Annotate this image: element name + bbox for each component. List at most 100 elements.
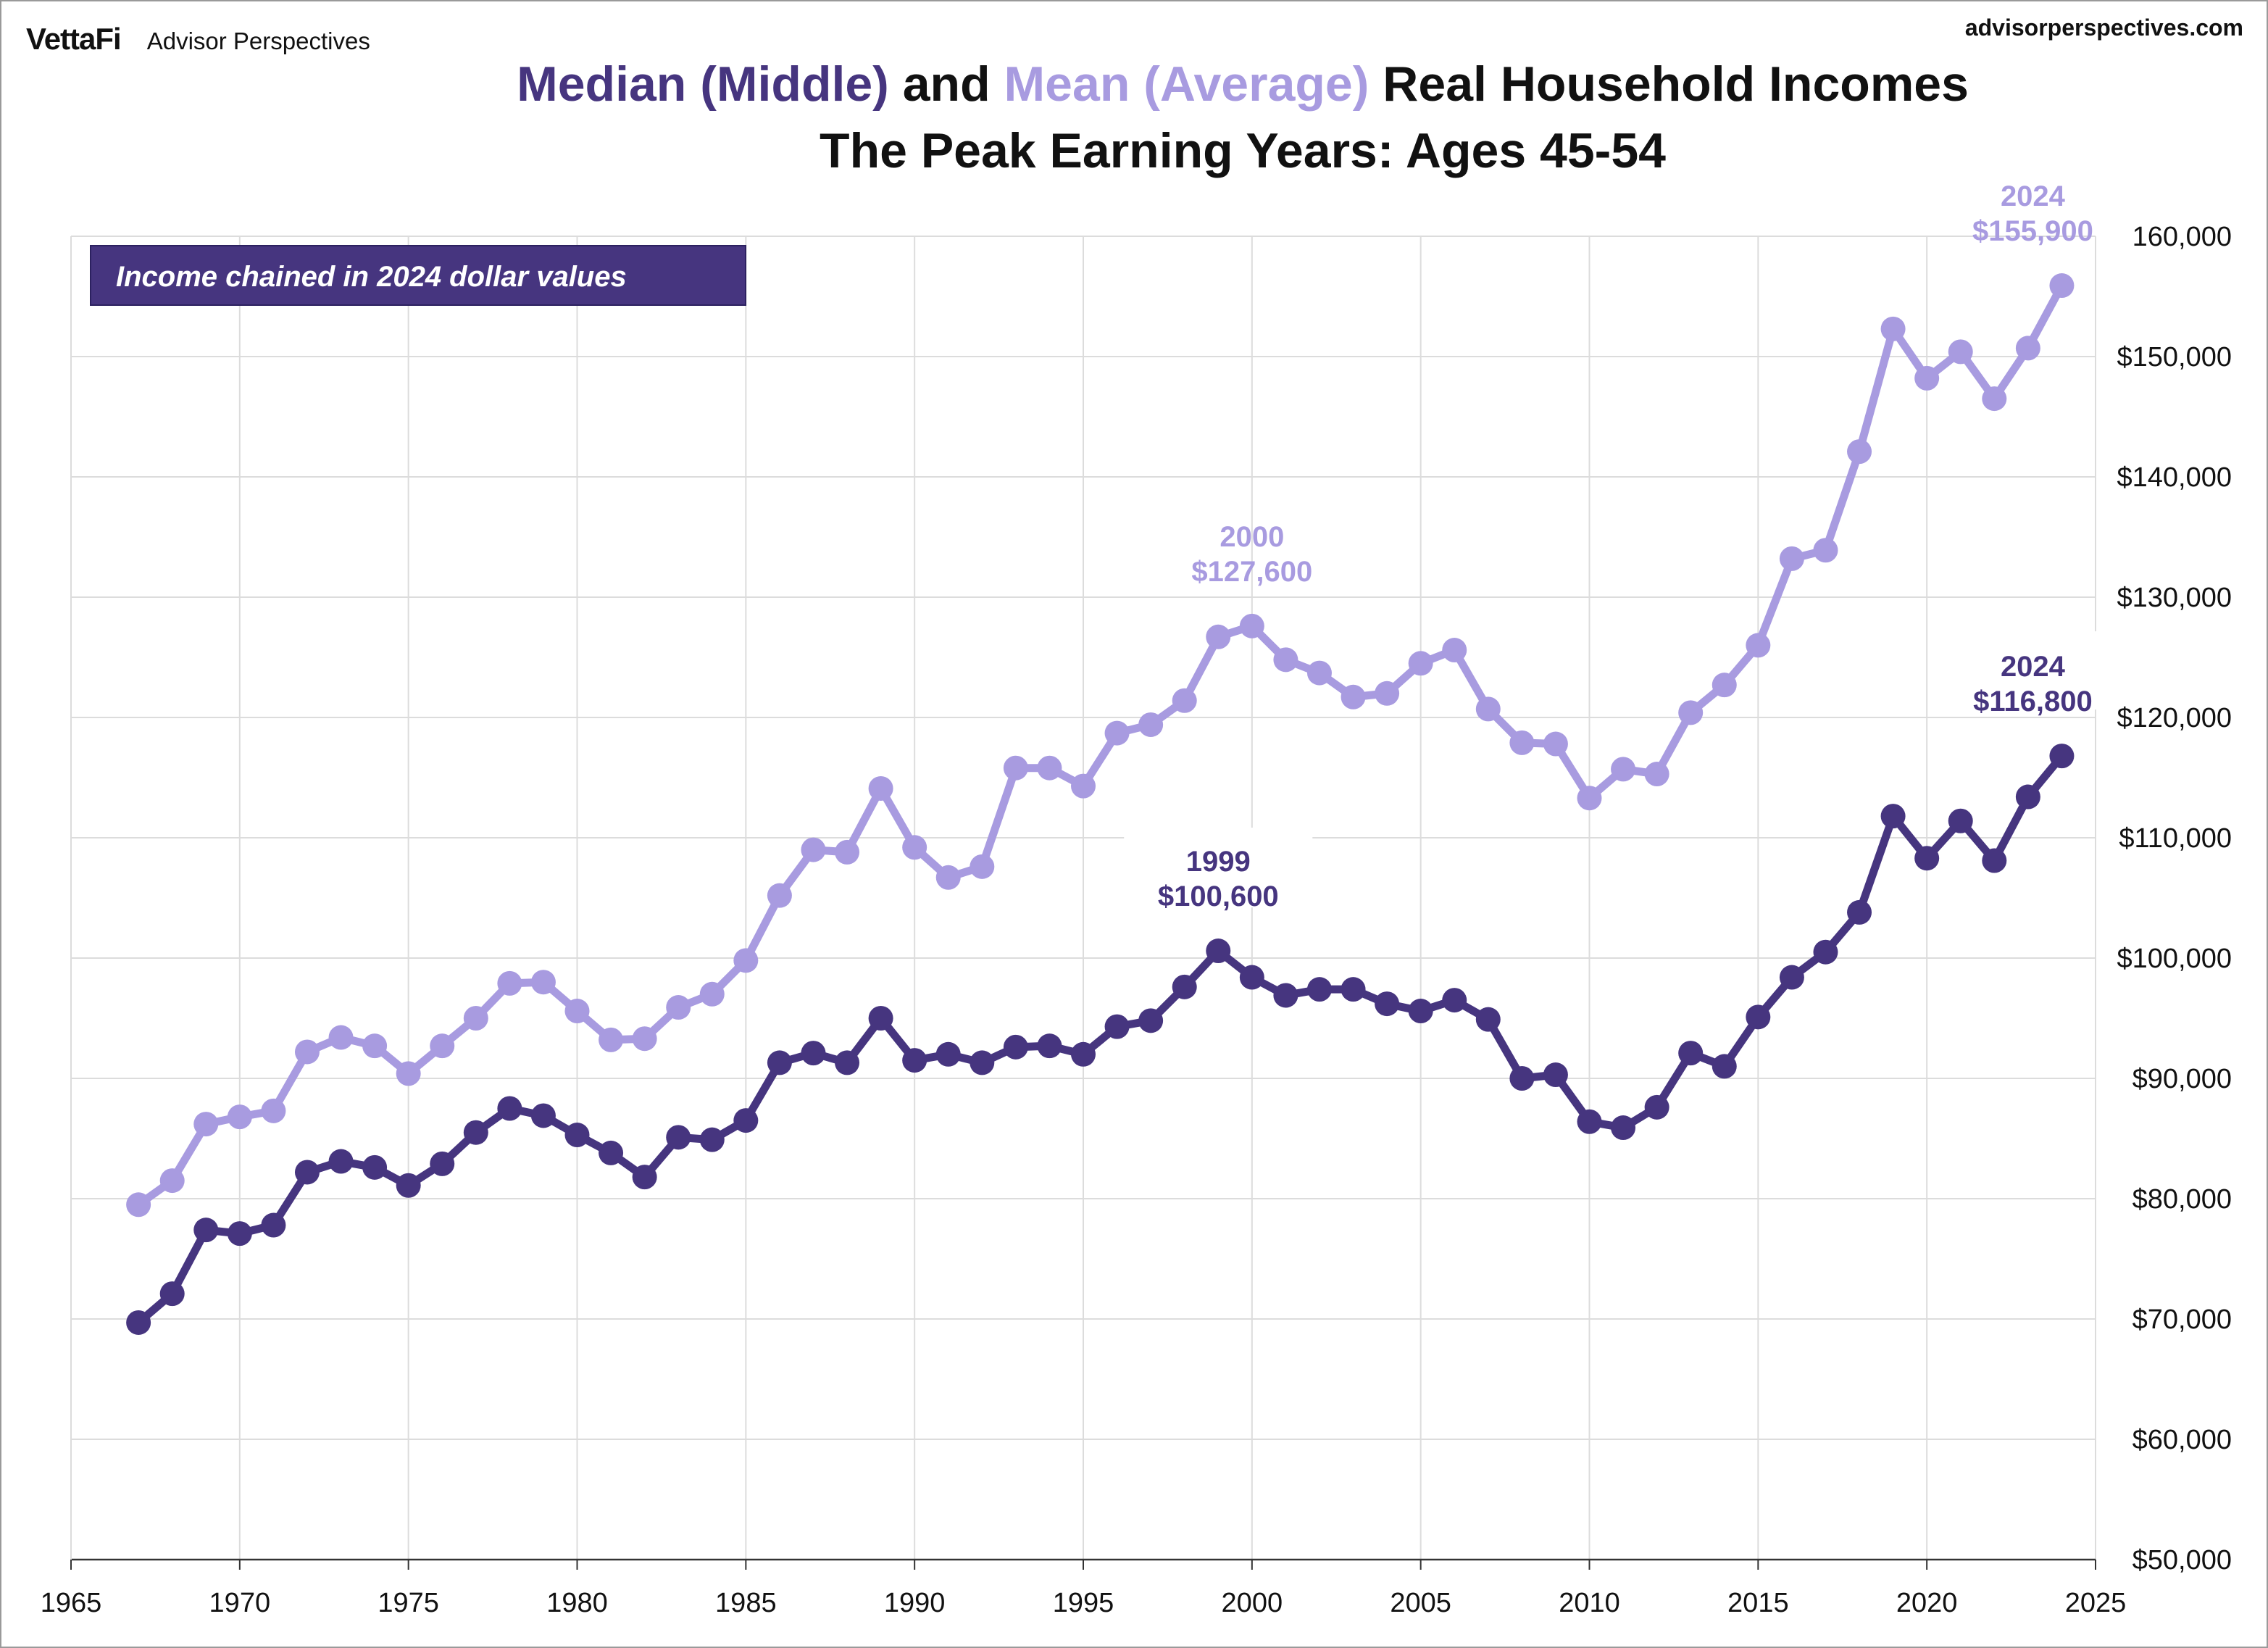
median-data-point	[294, 1160, 320, 1185]
x-tick-label: 1965	[41, 1588, 102, 1618]
series-median	[126, 744, 2075, 1335]
median-data-point	[126, 1310, 151, 1335]
series-mean	[126, 273, 2075, 1218]
mean-data-point	[1138, 712, 1164, 737]
mean-data-point	[1003, 755, 1028, 781]
mean-data-point	[1341, 684, 1366, 709]
title-median-label: Median (Middle)	[517, 57, 889, 112]
mean-data-point	[159, 1168, 185, 1194]
median-annotation-year: 2024	[2001, 651, 2066, 683]
median-data-point	[1172, 974, 1197, 999]
median-data-point	[564, 1123, 590, 1148]
median-data-point	[1509, 1066, 1535, 1091]
mean-data-point	[1104, 720, 1130, 746]
mean-data-point	[835, 839, 860, 865]
mean-data-point	[193, 1112, 219, 1137]
median-data-point	[1948, 808, 1973, 833]
mean-data-point	[902, 835, 927, 860]
mean-data-point	[1678, 700, 1704, 725]
y-tick-label: 160,000	[2132, 222, 2232, 252]
mean-data-point	[530, 970, 556, 995]
median-data-point	[1914, 846, 1940, 871]
mean-data-point	[294, 1039, 320, 1065]
x-tick-label: 1975	[378, 1588, 439, 1618]
mean-data-point	[1375, 681, 1400, 706]
mean-data-point	[1509, 730, 1535, 755]
mean-data-point	[935, 865, 961, 890]
mean-annotation-value: $127,600	[1191, 556, 1312, 588]
mean-data-point	[396, 1061, 421, 1086]
x-tick-label: 1985	[715, 1588, 777, 1618]
y-tick-label: $150,000	[2117, 342, 2232, 373]
median-data-point	[1847, 899, 1872, 925]
median-data-point	[396, 1173, 421, 1198]
median-data-point	[733, 1108, 759, 1133]
y-tick-label: $50,000	[2132, 1545, 2232, 1576]
y-tick-label: $140,000	[2117, 462, 2232, 493]
mean-data-point	[1172, 688, 1197, 713]
y-tick-label: $80,000	[2132, 1184, 2232, 1215]
mean-data-point	[1847, 439, 1872, 465]
median-annotation-year: 1999	[1186, 846, 1251, 878]
mean-data-point	[666, 995, 691, 1020]
mean-data-point	[1746, 633, 1771, 658]
mean-data-point	[1644, 762, 1669, 787]
mean-data-point	[1037, 755, 1062, 781]
mean-data-point	[328, 1025, 354, 1050]
median-data-point	[699, 1127, 725, 1152]
axes	[70, 236, 2096, 1570]
y-tick-labels: $50,000 $60,000 $70,000 $80,000 $90,000 $100,…	[2117, 222, 2232, 1576]
median-data-point	[1408, 999, 1433, 1024]
chart-subtitle: The Peak Earning Years: Ages 45-54	[820, 123, 1666, 178]
mean-data-point	[1206, 624, 1231, 649]
median-data-point	[1611, 1115, 1636, 1141]
brand-subtitle: Advisor Perspectives	[146, 28, 370, 54]
median-data-point	[599, 1140, 624, 1165]
y-tick-label: $100,000	[2117, 944, 2232, 974]
median-data-point	[835, 1050, 860, 1075]
median-data-point	[1475, 1007, 1501, 1032]
gridlines	[70, 236, 2096, 1560]
mean-data-point	[126, 1192, 151, 1218]
y-tick-label: $130,000	[2117, 583, 2232, 613]
median-data-point	[1239, 965, 1264, 990]
median-data-point	[868, 1006, 893, 1031]
mean-data-point	[1779, 546, 1804, 571]
median-data-point	[1341, 977, 1366, 1002]
mean-data-point	[1712, 673, 1737, 698]
vettafi-logo: VettaFi	[26, 22, 122, 56]
median-data-point	[666, 1125, 691, 1150]
mean-data-point	[2049, 273, 2075, 299]
median-data-point	[1746, 1004, 1771, 1030]
mean-data-point	[970, 854, 995, 879]
median-data-point	[1003, 1034, 1028, 1060]
median-data-point	[463, 1120, 488, 1145]
median-data-point	[159, 1281, 185, 1307]
median-data-point	[1678, 1041, 1704, 1066]
mean-data-point	[1577, 786, 1602, 811]
mean-data-point	[1475, 696, 1501, 722]
brand: VettaFi Advisor Perspectives	[26, 22, 370, 57]
median-data-point	[1712, 1054, 1737, 1079]
median-data-point	[1779, 965, 1804, 990]
title-mean-label: Mean (Average)	[1004, 57, 1369, 112]
mean-data-point	[801, 837, 826, 862]
mean-annotation-year: 2000	[1220, 521, 1284, 553]
median-data-point	[1138, 1008, 1164, 1033]
annotation-backing	[1938, 631, 2113, 710]
mean-data-point	[1239, 613, 1264, 638]
chart-title: Median (Middle) and Mean (Average) Real …	[0, 51, 2268, 184]
median-data-point	[1104, 1014, 1130, 1039]
median-data-point	[430, 1151, 455, 1176]
median-data-point	[497, 1096, 522, 1121]
median-data-point	[1442, 988, 1467, 1013]
x-tick-label: 2020	[1896, 1588, 1958, 1618]
mean-data-point	[767, 883, 792, 908]
median-data-point	[261, 1212, 286, 1238]
mean-data-point	[1306, 660, 1332, 686]
mean-data-point	[699, 981, 725, 1007]
median-data-point	[1037, 1033, 1062, 1059]
median-data-point	[227, 1221, 252, 1247]
mean-data-point	[430, 1033, 455, 1059]
